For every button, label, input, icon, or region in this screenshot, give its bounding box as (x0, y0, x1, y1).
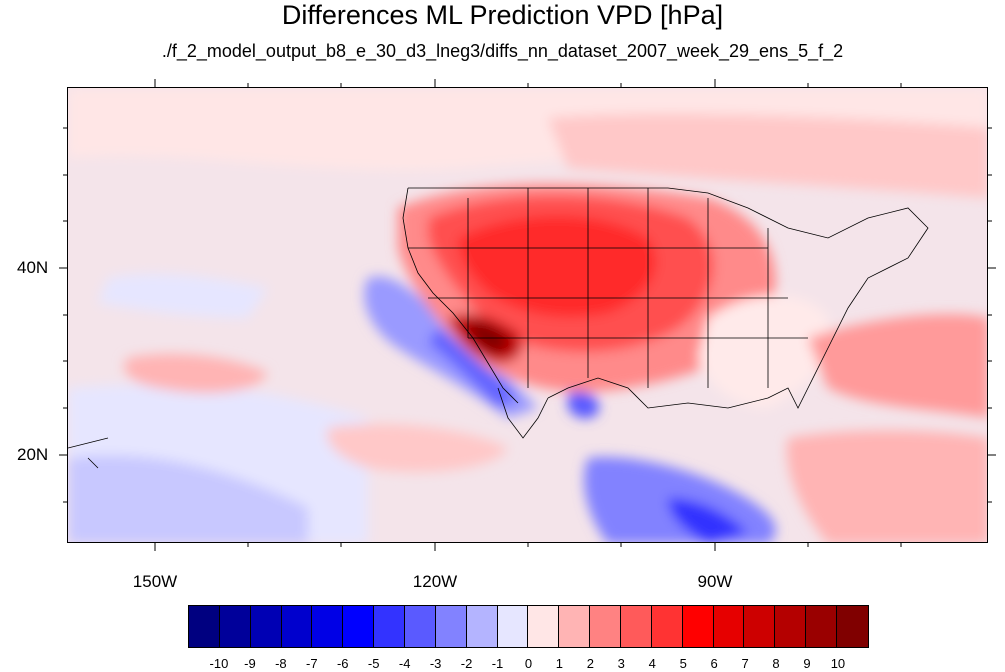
colorbar-box (466, 606, 498, 647)
map-field (68, 88, 987, 542)
colorbar-box (651, 606, 683, 647)
colorbar-box (806, 606, 838, 647)
colorbar-box (435, 606, 467, 647)
colorbar-label: -10 (209, 656, 229, 671)
colorbar-label: 6 (710, 656, 718, 671)
colorbar-box (497, 606, 529, 647)
colorbar-box (312, 606, 344, 647)
colorbar-box (250, 606, 282, 647)
colorbar-label: 0 (524, 656, 533, 671)
lat-label-40n: 40N (17, 258, 49, 277)
colorbar-label: 2 (586, 656, 594, 671)
lon-label-90w: 90W (697, 572, 733, 591)
colorbar-box (590, 606, 622, 647)
colorbar-label: 3 (617, 656, 625, 671)
lat-label-20n: 20N (17, 445, 49, 464)
colorbar-label: 5 (679, 656, 687, 671)
colorbar-box (775, 606, 807, 647)
colorbar-box (744, 606, 776, 647)
colorbar-box (343, 606, 375, 647)
colorbar-box (837, 606, 868, 647)
map-panel (67, 87, 988, 543)
colorbar-label: 10 (830, 656, 846, 671)
colorbar-label: 4 (648, 656, 656, 671)
colorbar-label: -1 (491, 656, 504, 671)
colorbar (188, 605, 869, 648)
colorbar-box (559, 606, 591, 647)
colorbar-box (682, 606, 714, 647)
colorbar-label: -7 (306, 656, 318, 671)
colorbar-label: -2 (460, 656, 473, 671)
colorbar-box (713, 606, 745, 647)
colorbar-label: 7 (741, 656, 749, 671)
colorbar-box (374, 606, 406, 647)
colorbar-label: -6 (336, 656, 349, 671)
colorbar-label: 8 (772, 656, 780, 671)
colorbar-box (189, 606, 220, 647)
plot-subtitle: ./f_2_model_output_b8_e_30_d3_lneg3/diff… (161, 41, 844, 61)
colorbar-box (281, 606, 313, 647)
colorbar-label: 1 (555, 656, 564, 671)
plot-title: Differences ML Prediction VPD [hPa] (281, 0, 724, 30)
coastline (68, 187, 929, 469)
colorbar-label: -5 (367, 656, 380, 671)
colorbar-label: -9 (244, 656, 256, 671)
colorbar-label: -8 (275, 656, 287, 671)
colorbar-box (405, 606, 436, 647)
colorbar-box (528, 606, 560, 647)
colorbar-label: 9 (803, 656, 811, 671)
colorbar-label: -4 (398, 656, 411, 671)
lon-label-120w: 120W (412, 572, 458, 591)
colorbar-label: -3 (429, 656, 442, 671)
colorbar-box (621, 606, 652, 647)
colorbar-box (219, 606, 251, 647)
lon-label-150w: 150W (132, 572, 178, 591)
